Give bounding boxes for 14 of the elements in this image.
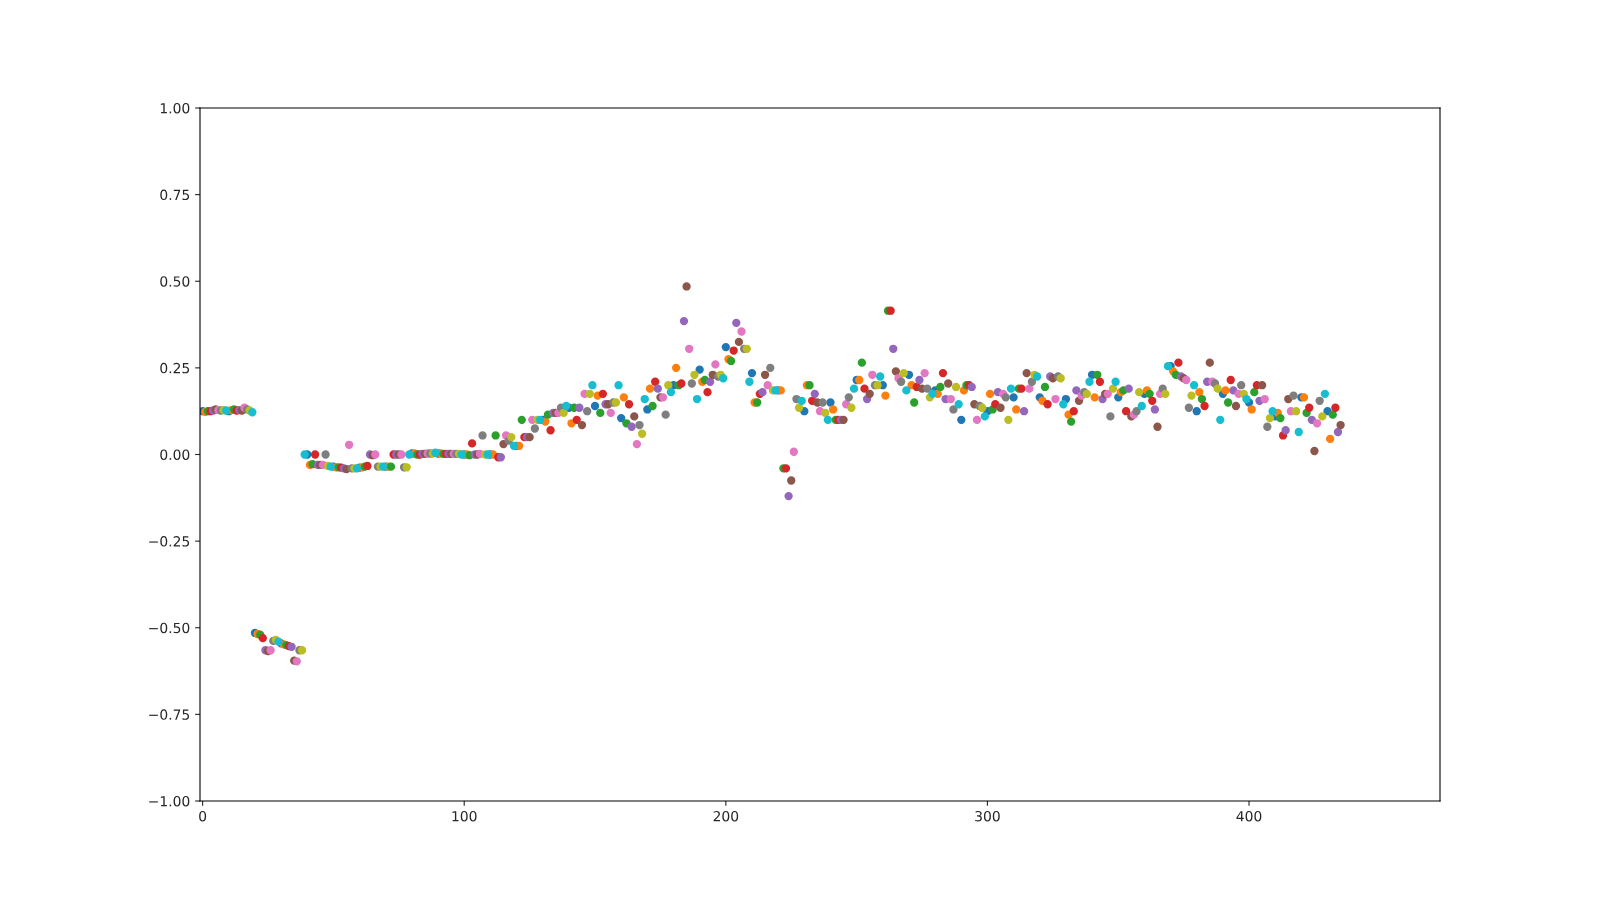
x-tick-label: 100 [452,810,477,822]
x-tick-label: 0 [199,810,207,822]
y-tick-label: 0.25 [160,362,190,374]
y-tick-label: 0.50 [160,276,190,287]
y-tick-label: 0.00 [160,449,190,460]
x-tick-label: 300 [975,810,1000,822]
x-tick-label: 200 [713,810,739,822]
y-tick-label: 0.75 [160,189,190,201]
y-tick-label: −0.50 [149,622,190,634]
x-tick-label: 400 [1236,810,1262,822]
y-tick-label: −1.00 [149,795,190,807]
y-tick-label: −0.75 [149,709,190,720]
y-tick-label: −0.25 [149,536,190,547]
y-tick-label: 1.00 [160,102,190,114]
